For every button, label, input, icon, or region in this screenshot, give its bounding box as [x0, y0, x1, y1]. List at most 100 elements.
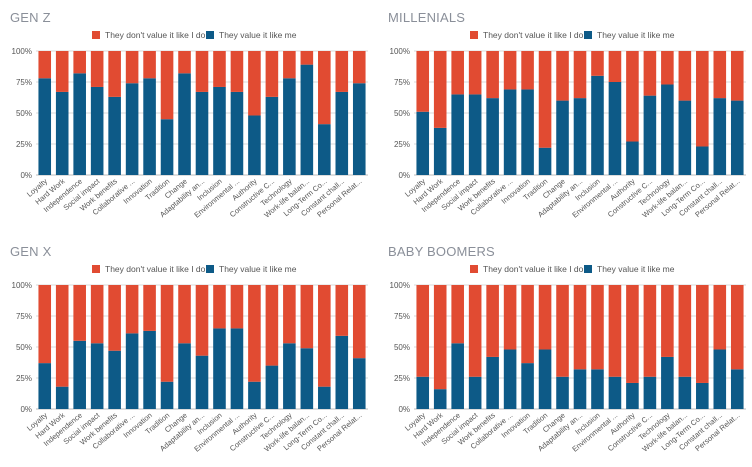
bar-segment-value[interactable] — [265, 365, 279, 409]
bar-segment-value[interactable] — [195, 355, 209, 409]
bar-segment-value[interactable] — [108, 96, 121, 175]
bar-segment-value[interactable] — [178, 73, 191, 175]
bar-segment-value[interactable] — [573, 98, 587, 175]
bar-segment-value[interactable] — [90, 343, 104, 409]
bar-segment-value[interactable] — [573, 369, 587, 409]
bar-segment-dont-value[interactable] — [108, 285, 121, 351]
bar-segment-value[interactable] — [55, 386, 69, 409]
bar-segment-value[interactable] — [283, 343, 296, 409]
bar-segment-value[interactable] — [125, 333, 139, 409]
bar-segment-dont-value[interactable] — [433, 51, 447, 128]
bar-segment-value[interactable] — [678, 376, 692, 409]
bar-segment-dont-value[interactable] — [661, 285, 674, 357]
bar-segment-dont-value[interactable] — [730, 51, 744, 101]
bar-segment-dont-value[interactable] — [713, 285, 727, 350]
bar-segment-value[interactable] — [352, 358, 366, 409]
bar-segment-dont-value[interactable] — [468, 51, 482, 95]
bar-segment-value[interactable] — [335, 91, 349, 175]
bar-segment-dont-value[interactable] — [90, 51, 104, 87]
bar-segment-value[interactable] — [416, 111, 430, 175]
bar-segment-dont-value[interactable] — [352, 51, 366, 84]
bar-segment-dont-value[interactable] — [556, 51, 569, 101]
bar-segment-dont-value[interactable] — [248, 285, 261, 382]
bar-segment-dont-value[interactable] — [416, 51, 430, 112]
bar-segment-value[interactable] — [626, 141, 639, 175]
bar-segment-dont-value[interactable] — [591, 51, 604, 76]
bar-segment-value[interactable] — [230, 91, 244, 175]
bar-segment-value[interactable] — [591, 75, 604, 175]
bar-segment-dont-value[interactable] — [195, 285, 209, 356]
bar-segment-value[interactable] — [125, 83, 139, 175]
bar-segment-value[interactable] — [503, 349, 517, 409]
bar-segment-dont-value[interactable] — [643, 285, 657, 377]
bar-segment-dont-value[interactable] — [556, 285, 569, 377]
bar-segment-value[interactable] — [213, 328, 226, 409]
bar-segment-dont-value[interactable] — [521, 285, 534, 364]
bar-segment-value[interactable] — [265, 96, 279, 175]
bar-segment-dont-value[interactable] — [352, 285, 366, 359]
bar-segment-value[interactable] — [433, 389, 447, 409]
bar-segment-dont-value[interactable] — [416, 285, 430, 377]
bar-segment-dont-value[interactable] — [195, 51, 209, 92]
bar-segment-dont-value[interactable] — [468, 285, 482, 377]
bar-segment-dont-value[interactable] — [521, 51, 534, 90]
bar-segment-value[interactable] — [143, 78, 156, 175]
bar-segment-value[interactable] — [730, 369, 744, 409]
bar-segment-dont-value[interactable] — [178, 285, 191, 344]
bar-segment-dont-value[interactable] — [178, 51, 191, 74]
bar-segment-dont-value[interactable] — [283, 285, 296, 344]
bar-segment-value[interactable] — [451, 343, 464, 409]
bar-segment-value[interactable] — [538, 147, 552, 175]
bar-segment-value[interactable] — [195, 91, 209, 175]
bar-segment-dont-value[interactable] — [38, 285, 52, 364]
bar-segment-dont-value[interactable] — [335, 285, 349, 336]
bar-segment-value[interactable] — [486, 356, 499, 409]
bar-segment-value[interactable] — [591, 369, 604, 409]
bar-segment-value[interactable] — [73, 340, 86, 409]
bar-segment-dont-value[interactable] — [678, 285, 692, 377]
bar-segment-dont-value[interactable] — [730, 285, 744, 370]
bar-segment-value[interactable] — [696, 146, 709, 175]
bar-segment-dont-value[interactable] — [143, 51, 156, 79]
bar-segment-dont-value[interactable] — [265, 285, 279, 366]
bar-segment-dont-value[interactable] — [283, 51, 296, 79]
bar-segment-value[interactable] — [143, 330, 156, 409]
bar-segment-value[interactable] — [38, 363, 52, 409]
bar-segment-value[interactable] — [661, 84, 674, 175]
bar-segment-value[interactable] — [521, 363, 534, 409]
bar-segment-dont-value[interactable] — [73, 285, 86, 341]
bar-segment-dont-value[interactable] — [335, 51, 349, 92]
bar-segment-dont-value[interactable] — [538, 285, 552, 350]
bar-segment-dont-value[interactable] — [538, 51, 552, 148]
bar-segment-value[interactable] — [713, 349, 727, 409]
bar-segment-dont-value[interactable] — [573, 51, 587, 99]
bar-segment-dont-value[interactable] — [696, 285, 709, 383]
bar-segment-value[interactable] — [521, 89, 534, 175]
bar-segment-dont-value[interactable] — [643, 51, 657, 96]
bar-segment-value[interactable] — [416, 376, 430, 409]
bar-segment-value[interactable] — [230, 328, 244, 409]
bar-segment-value[interactable] — [318, 124, 331, 175]
bar-segment-value[interactable] — [643, 95, 657, 175]
bar-segment-value[interactable] — [318, 386, 331, 409]
bar-segment-dont-value[interactable] — [160, 51, 174, 120]
bar-segment-dont-value[interactable] — [38, 51, 52, 79]
bar-segment-value[interactable] — [661, 356, 674, 409]
bar-segment-value[interactable] — [160, 119, 174, 175]
bar-segment-dont-value[interactable] — [591, 285, 604, 370]
bar-segment-value[interactable] — [335, 335, 349, 409]
bar-segment-value[interactable] — [248, 381, 261, 409]
bar-segment-value[interactable] — [538, 349, 552, 409]
bar-segment-value[interactable] — [248, 115, 261, 175]
bar-segment-dont-value[interactable] — [451, 51, 464, 95]
bar-segment-value[interactable] — [730, 100, 744, 175]
bar-segment-value[interactable] — [433, 127, 447, 175]
bar-segment-value[interactable] — [300, 348, 314, 409]
bar-segment-dont-value[interactable] — [248, 51, 261, 116]
bar-segment-value[interactable] — [503, 89, 517, 175]
bar-segment-dont-value[interactable] — [486, 51, 499, 99]
bar-segment-dont-value[interactable] — [265, 51, 279, 97]
bar-segment-value[interactable] — [38, 78, 52, 175]
bar-segment-dont-value[interactable] — [503, 51, 517, 90]
bar-segment-dont-value[interactable] — [318, 285, 331, 387]
